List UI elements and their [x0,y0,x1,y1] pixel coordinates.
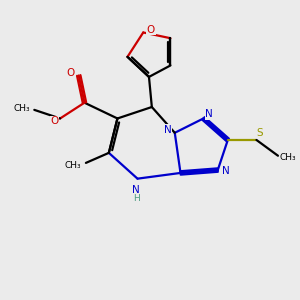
Text: CH₃: CH₃ [279,153,296,162]
Text: O: O [50,116,59,126]
Text: N: N [132,184,140,195]
Text: N: N [222,167,230,176]
Text: N: N [205,109,213,119]
Text: O: O [67,68,75,78]
Text: CH₃: CH₃ [14,104,30,113]
Text: H: H [133,194,140,203]
Text: O: O [147,25,155,34]
Text: N: N [164,125,172,135]
Text: CH₃: CH₃ [65,161,82,170]
Text: S: S [256,128,262,138]
